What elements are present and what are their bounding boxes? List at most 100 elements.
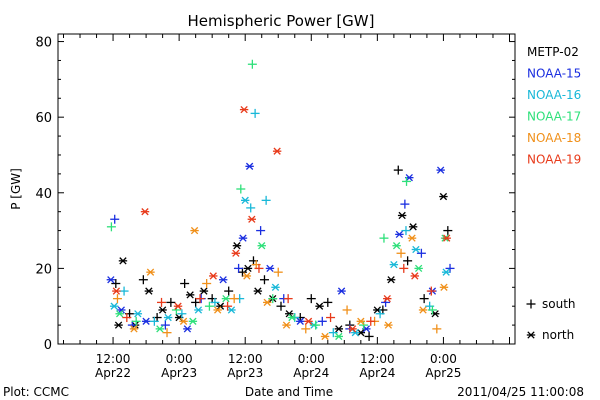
data-point	[311, 320, 321, 330]
data-point	[227, 306, 236, 314]
data-point	[257, 242, 266, 250]
x-tick-label-date: Apr24	[359, 366, 395, 380]
data-point	[202, 279, 212, 289]
data-point	[246, 203, 256, 213]
data-point	[383, 294, 392, 303]
data-point	[432, 324, 442, 334]
data-point	[185, 291, 195, 299]
data-point	[334, 332, 344, 341]
data-point	[234, 263, 244, 273]
data-point	[285, 310, 294, 318]
data-point	[242, 272, 252, 280]
data-point	[241, 196, 250, 205]
data-point	[259, 275, 269, 285]
data-point	[166, 297, 176, 307]
data-point	[140, 208, 150, 216]
x-tick-label-time: 0:00	[298, 352, 325, 366]
x-tick-label-date: Apr23	[227, 366, 263, 380]
data-point	[410, 272, 419, 280]
data-point	[403, 256, 413, 266]
data-point	[328, 328, 338, 338]
data-point	[384, 321, 393, 329]
data-point	[439, 192, 448, 201]
data-point	[397, 211, 407, 220]
data-point	[133, 310, 143, 318]
data-point	[250, 108, 260, 118]
data-point	[268, 294, 278, 304]
y-axis: 0 20 40 60 80	[35, 36, 515, 353]
data-point	[141, 317, 151, 325]
data-point	[407, 234, 417, 242]
chart-title: Hemispheric Power [GW]	[188, 12, 375, 30]
data-point	[375, 309, 385, 319]
data-point	[416, 248, 426, 258]
data-point	[106, 222, 116, 232]
plot-timestamp: 2011/04/25 11:00:08	[457, 385, 584, 399]
data-point	[157, 297, 167, 307]
data-point	[366, 316, 376, 326]
x-tick-label-time: 0:00	[430, 352, 457, 366]
data-point	[117, 306, 126, 314]
data-point	[109, 302, 119, 310]
data-point	[209, 272, 218, 280]
data-point	[190, 226, 199, 235]
data-point	[402, 176, 412, 186]
data-point	[177, 309, 187, 319]
data-point	[304, 317, 313, 325]
data-point	[115, 310, 124, 318]
data-points	[106, 59, 455, 341]
data-point	[155, 325, 165, 333]
legend-entry: NOAA-16	[527, 88, 581, 102]
data-point	[238, 234, 248, 242]
x-tick-label-time: 12:00	[96, 352, 131, 366]
data-point	[239, 105, 249, 114]
data-point	[445, 263, 455, 273]
data-point	[129, 325, 139, 333]
data-point	[418, 306, 428, 314]
data-point	[389, 260, 399, 269]
data-point	[411, 245, 421, 254]
data-point	[408, 223, 418, 231]
data-point	[261, 195, 271, 205]
data-point	[393, 165, 403, 175]
y-tick-label: 60	[35, 111, 52, 126]
data-point	[401, 226, 411, 236]
data-point	[426, 286, 436, 296]
data-point	[144, 287, 154, 295]
data-point	[414, 264, 423, 273]
data-point	[112, 294, 122, 304]
data-point	[356, 317, 366, 325]
data-point	[396, 248, 406, 258]
data-point	[283, 294, 293, 304]
data-point	[131, 316, 141, 326]
data-point	[106, 276, 116, 284]
y-tick-label: 0	[44, 338, 52, 353]
legend-entry: NOAA-19	[527, 153, 581, 167]
data-point	[364, 331, 374, 341]
data-point	[348, 325, 357, 333]
data-point	[210, 297, 220, 307]
data-point	[247, 59, 257, 69]
x-tick-label-date: Apr25	[425, 366, 461, 380]
x-tick-label-time: 12:00	[228, 352, 263, 366]
data-point	[122, 313, 132, 323]
data-point	[213, 306, 222, 314]
data-point	[253, 287, 263, 295]
data-point	[236, 184, 246, 194]
x-tick-label-time: 0:00	[166, 352, 193, 366]
data-point	[441, 268, 451, 276]
data-point	[111, 279, 121, 289]
data-point	[306, 294, 316, 304]
marker-legend-entry: south	[526, 297, 576, 311]
data-point	[439, 283, 449, 291]
data-point	[247, 215, 257, 223]
marker-legend-entry: north	[526, 328, 574, 342]
data-point	[342, 305, 352, 315]
data-point	[359, 320, 369, 330]
data-point	[243, 264, 253, 273]
legend-entry: NOAA-17	[527, 110, 581, 124]
data-point	[337, 287, 346, 295]
data-point	[245, 162, 254, 170]
data-point	[315, 302, 324, 310]
